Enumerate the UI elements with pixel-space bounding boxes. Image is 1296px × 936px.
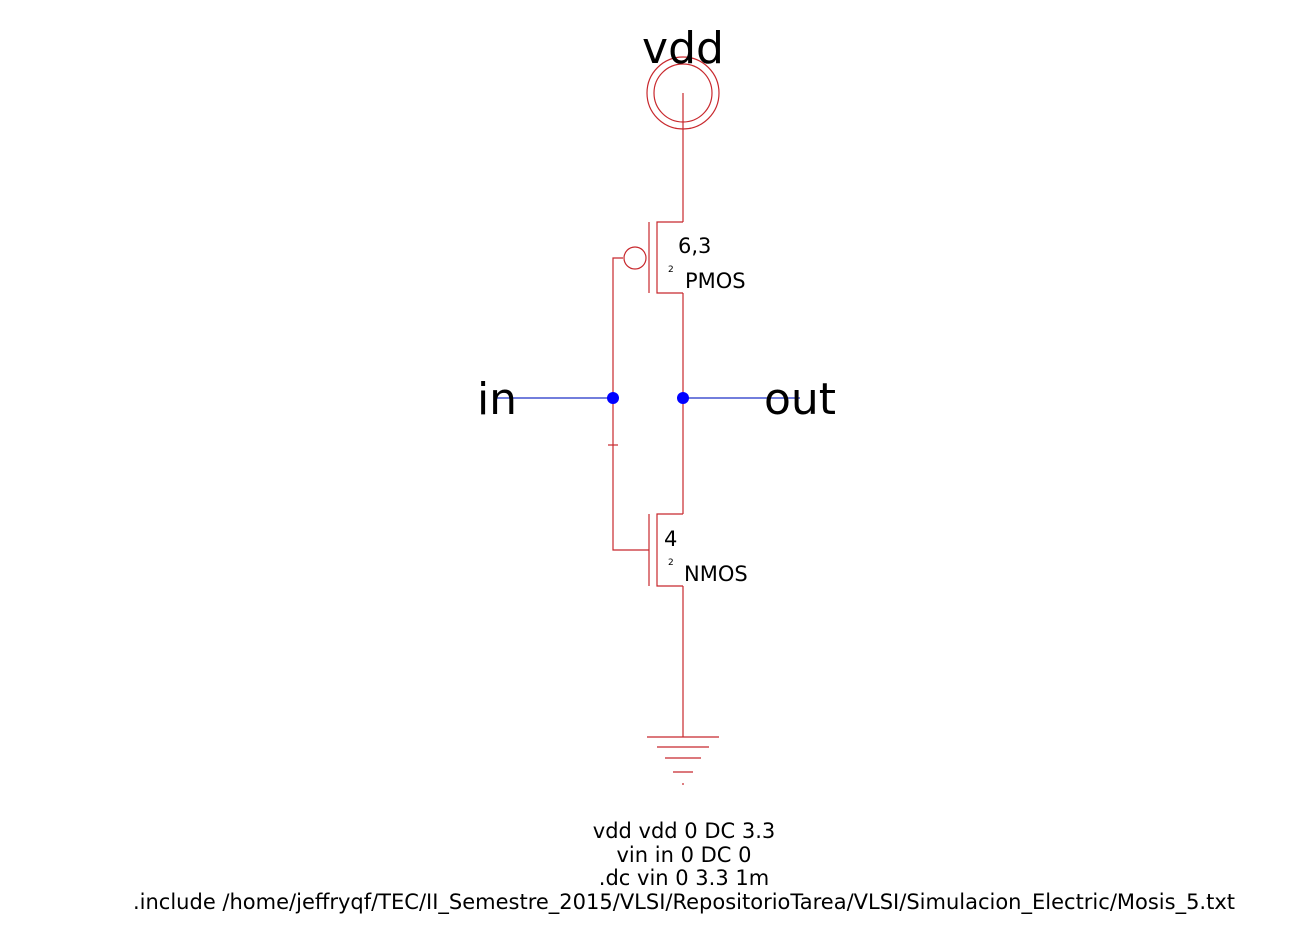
spice-line-3: .dc vin 0 3.3 1m	[599, 866, 769, 890]
component-wires	[608, 93, 684, 737]
in-label: in	[477, 374, 517, 425]
in-junction-node	[607, 392, 619, 404]
pmos-size-label: 6,3	[678, 234, 711, 258]
spice-line-1: vdd vdd 0 DC 3.3	[593, 819, 775, 843]
vdd-label: vdd	[642, 23, 724, 74]
nmos-length-mark: 2	[668, 558, 674, 568]
nmos-name-label: NMOS	[684, 562, 748, 586]
nmos-size-label: 4	[664, 527, 677, 551]
out-label: out	[764, 374, 836, 425]
spice-line-4: .include /home/jeffryqf/TEC/II_Semestre_…	[133, 890, 1235, 915]
spice-code-block: vdd vdd 0 DC 3.3 vin in 0 DC 0 .dc vin 0…	[133, 819, 1235, 915]
pmos-name-label: PMOS	[685, 269, 746, 293]
pmos-length-mark: 2	[668, 265, 674, 275]
ground-symbol	[647, 736, 719, 785]
out-junction-node	[677, 392, 689, 404]
spice-line-2: vin in 0 DC 0	[617, 843, 752, 867]
pmos-gate-bubble	[623, 246, 647, 270]
